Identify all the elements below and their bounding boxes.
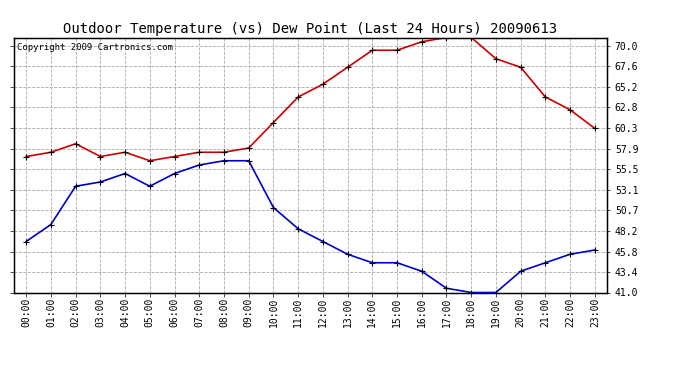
- Title: Outdoor Temperature (vs) Dew Point (Last 24 Hours) 20090613: Outdoor Temperature (vs) Dew Point (Last…: [63, 22, 558, 36]
- Text: Copyright 2009 Cartronics.com: Copyright 2009 Cartronics.com: [17, 43, 172, 52]
